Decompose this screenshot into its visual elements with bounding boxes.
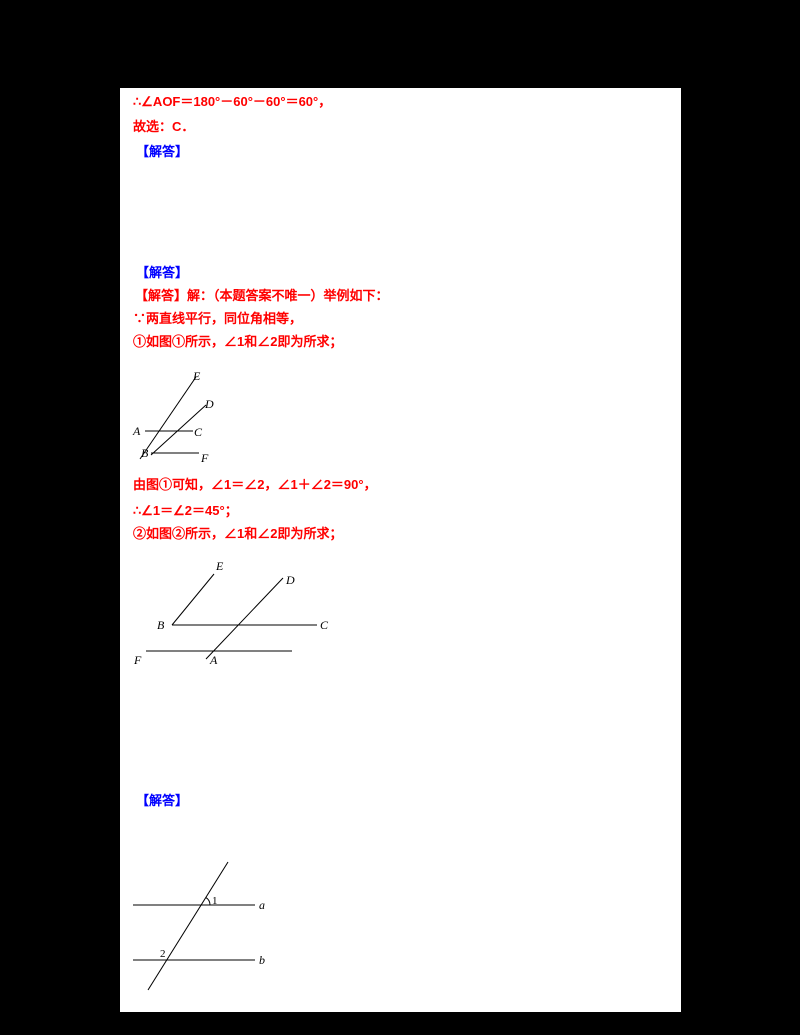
answer-section-tag: 【解答】: [136, 144, 189, 159]
answer-section-tag: 【解答】: [136, 793, 189, 808]
point-label-D: D: [204, 397, 214, 411]
answer-choice-line: 故选：C．: [133, 119, 195, 134]
answer-section-tag: 【解答】: [136, 265, 189, 280]
point-label-E: E: [192, 369, 201, 383]
point-label-B: B: [157, 618, 165, 632]
solution-text-line: ∵两直线平行，同位角相等，: [133, 311, 303, 326]
transversal-CD: [150, 404, 207, 456]
transversal-BE: [139, 376, 197, 460]
transversal-line: [147, 861, 229, 991]
point-label-F: F: [200, 451, 209, 465]
line-label-b: b: [259, 953, 265, 967]
solution-text-line: 由图①可知，∠1＝∠2，∠1＋∠2＝90°，: [133, 477, 377, 492]
figure-2-parallel-lines: E D B C F A: [133, 559, 329, 667]
angle-1-arc: [205, 896, 211, 906]
solution-text-line: ①如图①所示，∠1和∠2即为所求；: [133, 334, 343, 349]
transversal-BE: [171, 573, 215, 626]
point-label-E: E: [215, 559, 224, 573]
figure-1-parallel-lines: E D A C B F: [132, 369, 214, 465]
point-label-B: B: [141, 446, 149, 460]
point-label-A: A: [209, 653, 218, 667]
angle-label-1: 1: [212, 895, 218, 907]
solution-text-line: ∴∠AOF＝180°－60°－60°＝60°，: [133, 94, 332, 109]
document-page: ∴∠AOF＝180°－60°－60°＝60°， 故选：C． 【解答】 【解答】 …: [120, 88, 681, 1012]
point-label-D: D: [285, 573, 295, 587]
figure-3-transversal-angles: a b 1 2: [133, 861, 265, 991]
solution-text-line: ∴∠1＝∠2＝45°；: [133, 503, 238, 518]
point-label-C: C: [194, 425, 203, 439]
solution-text-line: ②如图②所示，∠1和∠2即为所求；: [133, 526, 343, 541]
solution-text-line: 【解答】解：（本题答案不唯一）举例如下：: [135, 288, 389, 303]
line-label-a: a: [259, 898, 265, 912]
point-label-F: F: [133, 653, 142, 667]
point-label-C: C: [320, 618, 329, 632]
point-label-A: A: [132, 424, 141, 438]
transversal-AD: [205, 577, 284, 660]
angle-label-2: 2: [160, 948, 166, 960]
